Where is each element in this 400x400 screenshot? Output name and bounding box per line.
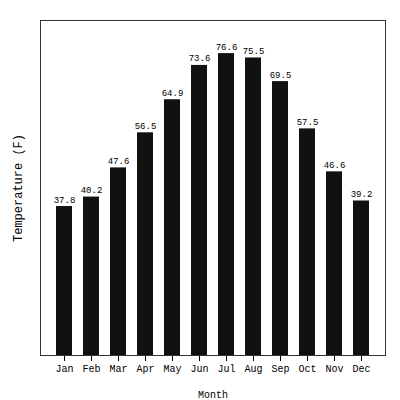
svg-text:47.6: 47.6 bbox=[108, 157, 130, 167]
svg-text:Jan: Jan bbox=[55, 364, 73, 375]
svg-text:Nov: Nov bbox=[325, 364, 343, 375]
svg-text:Month: Month bbox=[198, 390, 228, 400]
svg-text:Jun: Jun bbox=[190, 364, 208, 375]
svg-text:39.2: 39.2 bbox=[351, 190, 373, 200]
svg-text:57.5: 57.5 bbox=[297, 118, 319, 128]
svg-text:Dec: Dec bbox=[352, 364, 370, 375]
svg-text:Temperature (F): Temperature (F) bbox=[12, 134, 26, 242]
svg-text:Mar: Mar bbox=[109, 364, 127, 375]
svg-text:75.5: 75.5 bbox=[243, 47, 265, 57]
svg-text:46.6: 46.6 bbox=[324, 161, 346, 171]
svg-text:56.5: 56.5 bbox=[135, 122, 157, 132]
svg-text:37.8: 37.8 bbox=[54, 196, 76, 206]
svg-text:Apr: Apr bbox=[136, 364, 154, 375]
svg-text:69.5: 69.5 bbox=[270, 71, 292, 81]
svg-text:76.6: 76.6 bbox=[216, 43, 238, 53]
svg-text:Feb: Feb bbox=[82, 364, 100, 375]
svg-text:Jul: Jul bbox=[217, 364, 235, 375]
svg-text:40.2: 40.2 bbox=[81, 186, 103, 196]
svg-text:Sep: Sep bbox=[271, 364, 289, 375]
svg-text:64.9: 64.9 bbox=[162, 89, 184, 99]
svg-text:Aug: Aug bbox=[244, 364, 262, 375]
svg-text:Oct: Oct bbox=[298, 364, 316, 375]
svg-text:May: May bbox=[163, 364, 181, 375]
svg-text:73.6: 73.6 bbox=[189, 54, 211, 64]
